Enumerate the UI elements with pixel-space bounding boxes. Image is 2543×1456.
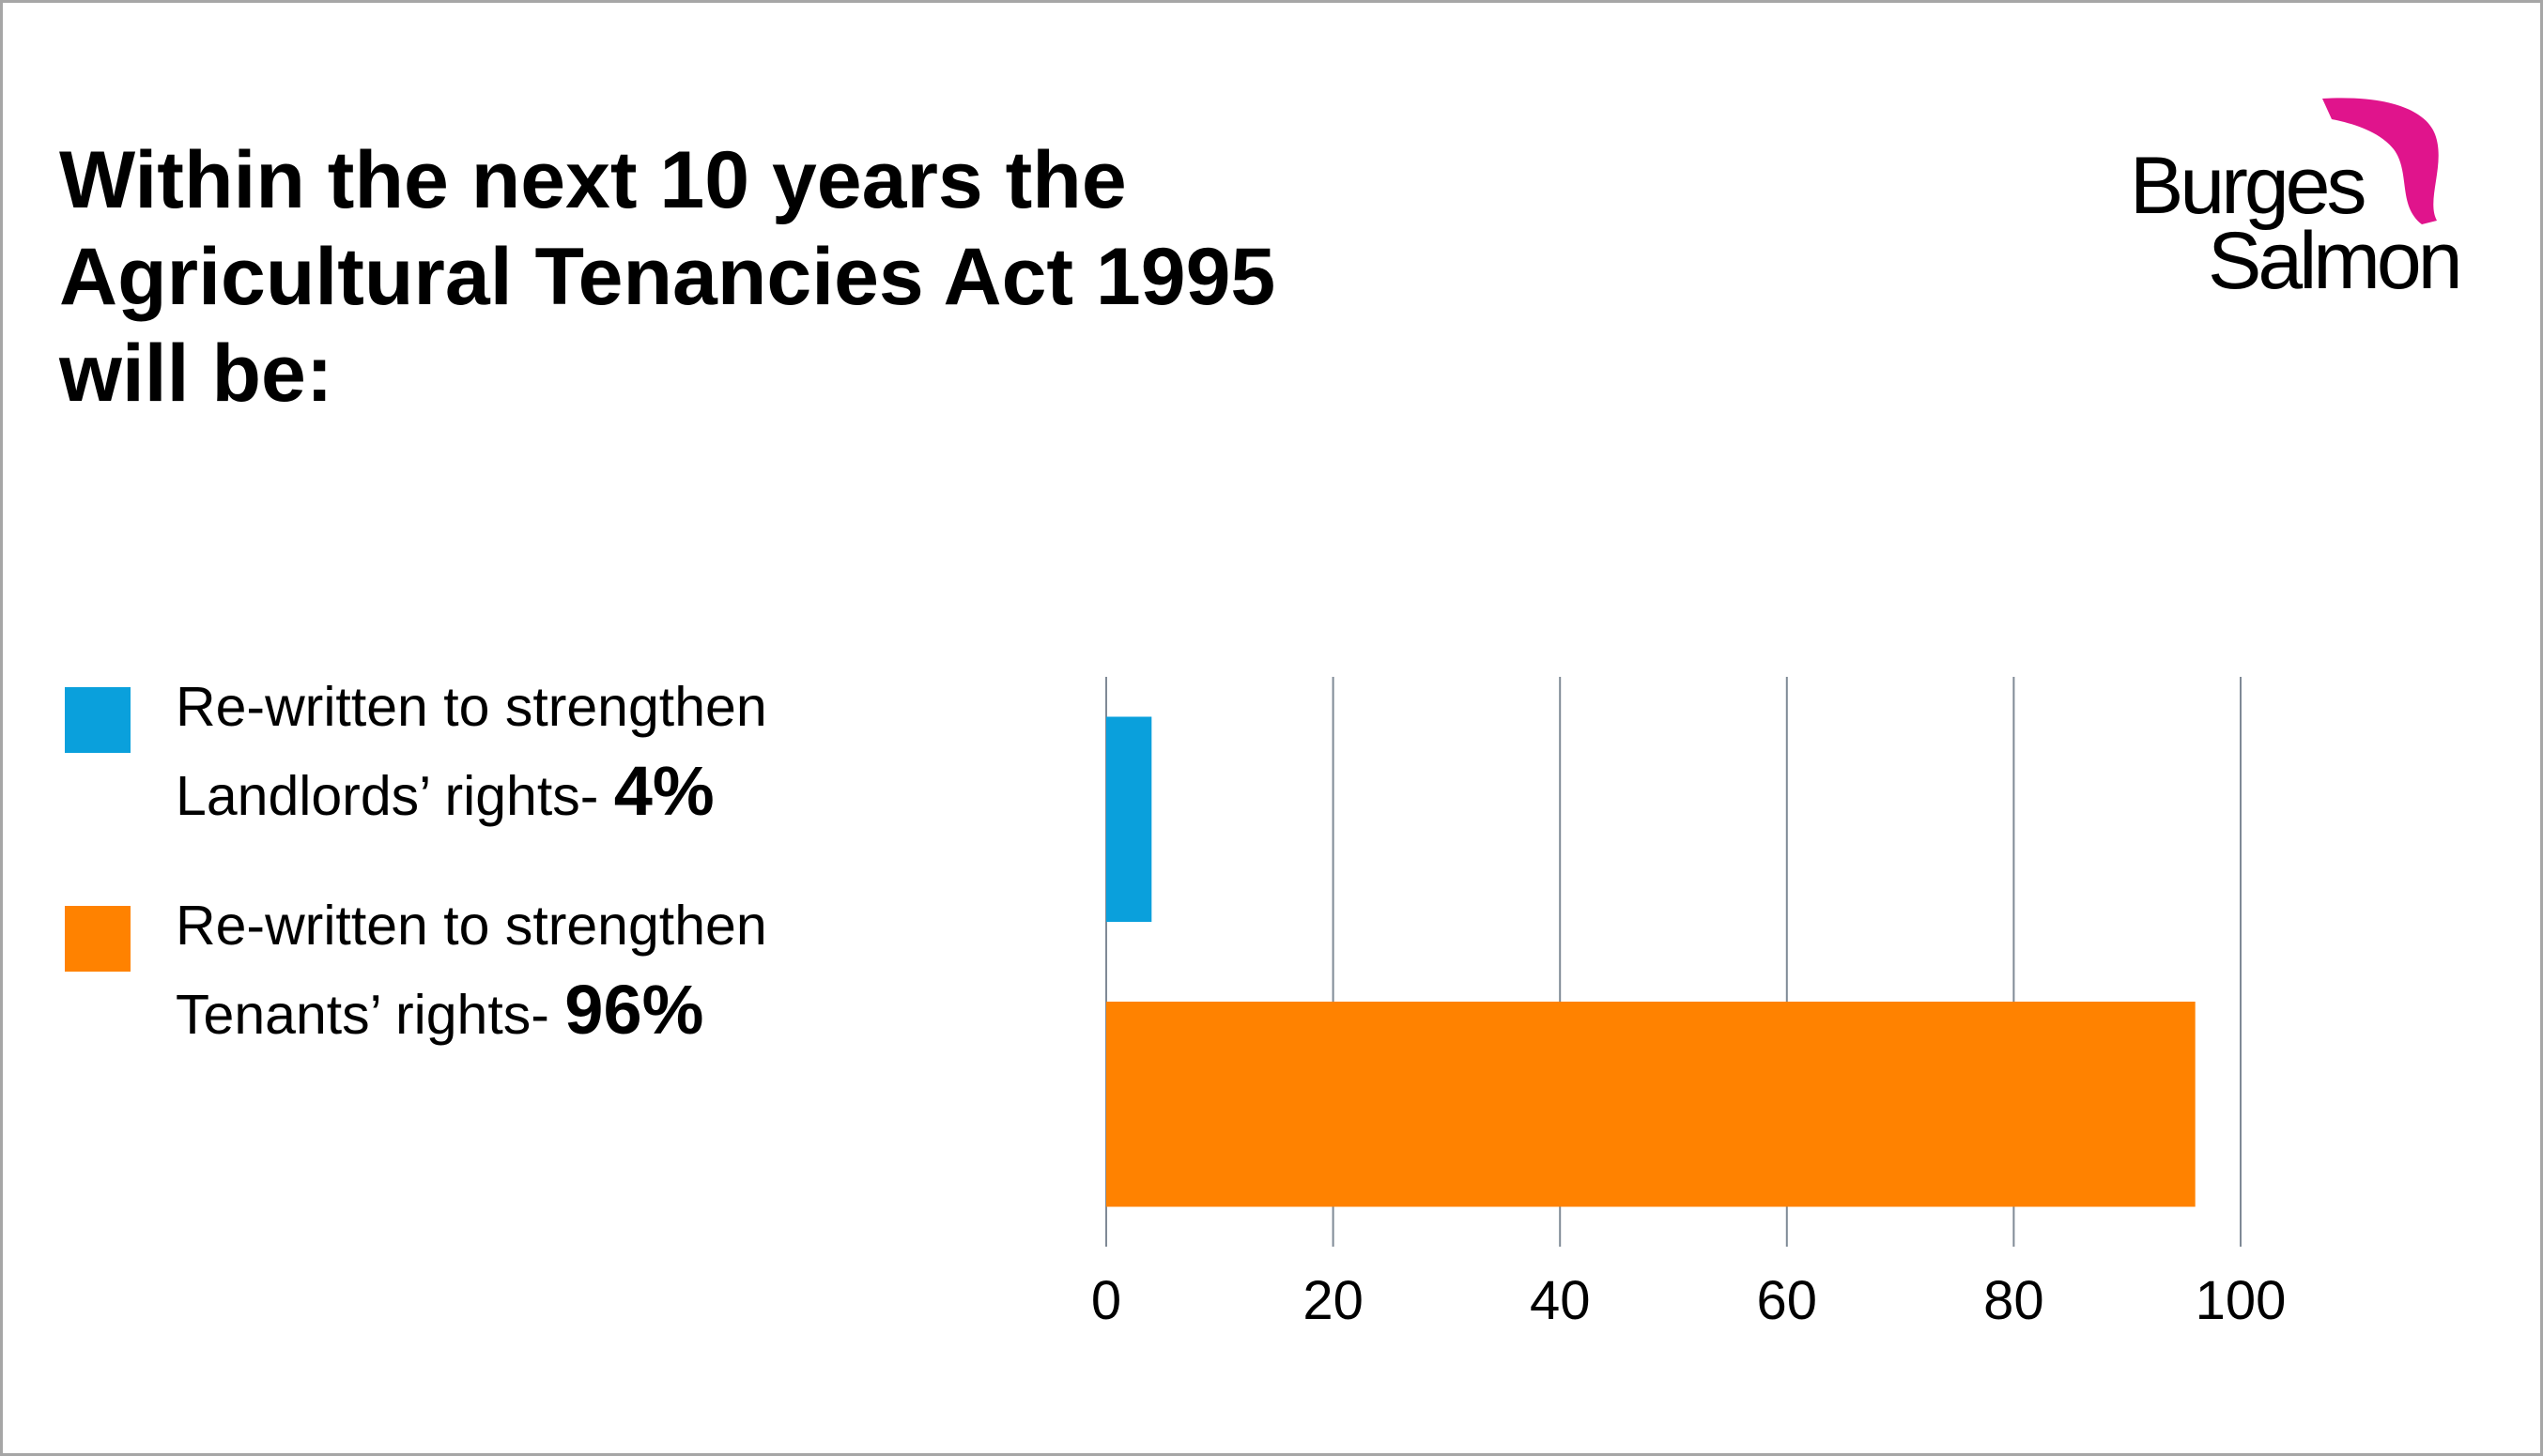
- legend-text-tenants-line1: Re-written to strengthen: [176, 895, 767, 957]
- legend-item-landlords: Re-written to strengthen Landlords’ righ…: [65, 665, 1004, 852]
- legend-label-landlords: Landlords’ rights-: [176, 765, 599, 827]
- legend-item-tenants: Re-written to strengthen Tenants’ rights…: [65, 883, 1004, 1071]
- bar-tenants: [1106, 1001, 2196, 1207]
- burges-salmon-logo: Burges Salmon: [2116, 89, 2491, 305]
- title-line-1: Within the next 10 years the: [59, 135, 1127, 225]
- logo-word-salmon: Salmon: [2208, 216, 2463, 306]
- bar-landlords: [1106, 716, 1152, 923]
- x-tick-label-80: 80: [1983, 1270, 2044, 1331]
- legend-text-landlords-line1: Re-written to strengthen: [176, 676, 767, 738]
- legend-text-landlords-line2: Landlords’ rights- 4%: [176, 749, 715, 838]
- page-title: Within the next 10 years the Agricultura…: [59, 132, 1468, 422]
- x-tick-label-40: 40: [1530, 1270, 1591, 1331]
- x-tick-label-100: 100: [2196, 1270, 2287, 1331]
- title-line-3: will be:: [59, 329, 333, 419]
- title-line-2: Agricultural Tenancies Act 1995: [59, 232, 1276, 322]
- legend-pct-landlords: 4%: [613, 752, 715, 830]
- legend-swatch-tenants: [65, 906, 131, 972]
- logo-word-burges: Burges: [2130, 141, 2366, 231]
- x-tick-label-0: 0: [1091, 1270, 1121, 1331]
- legend-text-tenants-line2: Tenants’ rights- 96%: [176, 968, 703, 1057]
- legend-label-tenants: Tenants’ rights-: [176, 984, 549, 1046]
- legend-swatch-landlords: [65, 687, 131, 753]
- x-tick-label-60: 60: [1757, 1270, 1818, 1331]
- legend-pct-tenants: 96%: [564, 971, 704, 1049]
- x-tick-label-20: 20: [1302, 1270, 1364, 1331]
- logo-swoosh-shape: [2322, 98, 2439, 224]
- logo-swoosh-icon: [2322, 98, 2439, 224]
- bar-chart: 0 20 40 60 80 100: [1091, 677, 2287, 1331]
